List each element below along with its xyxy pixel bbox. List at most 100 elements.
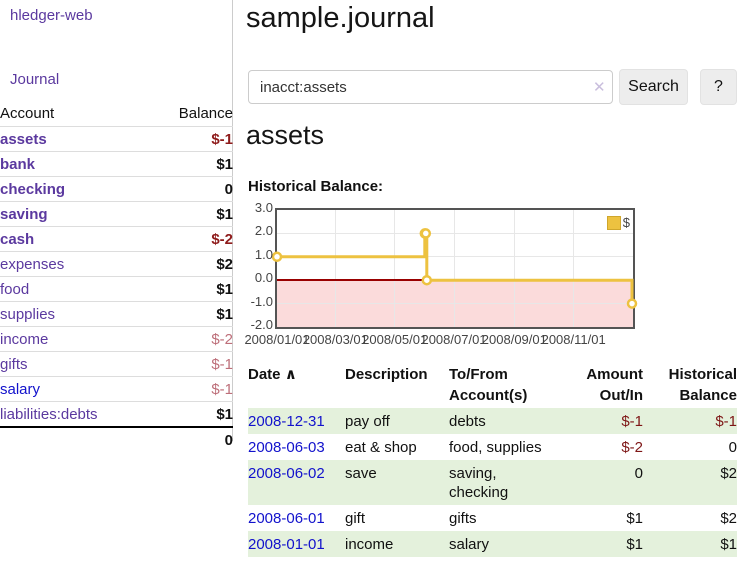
accounts-rows: assets $-1 bank $1 checking 0 saving $1 cash $-2 e… <box>0 126 233 428</box>
account-link[interactable]: expenses <box>0 255 65 273</box>
transaction-date-link[interactable]: 2008-01-01 <box>248 536 325 553</box>
account-link[interactable]: assets <box>0 130 47 148</box>
account-link[interactable]: salary <box>0 380 41 398</box>
account-link[interactable]: gifts <box>0 355 28 373</box>
x-gridline <box>513 210 515 327</box>
transaction-balance: 0 <box>728 439 737 456</box>
y-axis-tick-label: 3.0 <box>254 200 273 215</box>
account-link[interactable]: saving <box>0 205 48 223</box>
x-gridline <box>453 210 455 327</box>
chart-legend: $ <box>606 215 630 230</box>
x-gridline <box>573 210 575 327</box>
clear-search-icon[interactable]: ✕ <box>593 79 606 96</box>
x-axis-tick-label: 2008/09/01 <box>481 332 547 347</box>
account-link[interactable]: bank <box>0 155 36 173</box>
register-header-accounts: To/From Account(s) <box>449 366 528 404</box>
sidebar: hledger-web Journal Account Balance asse… <box>0 0 233 449</box>
balance-step-line <box>271 228 638 309</box>
legend-label: $ <box>622 215 630 230</box>
account-link[interactable]: liabilities:debts <box>0 405 98 423</box>
account-link[interactable]: checking <box>0 180 66 198</box>
account-balance: $2 <box>216 255 233 273</box>
account-link[interactable]: food <box>0 280 30 298</box>
transaction-date-link[interactable]: 2008-06-03 <box>248 439 325 456</box>
register-header-amount: Amount Out/In <box>586 366 643 404</box>
account-balance: $1 <box>216 205 233 223</box>
accounts-balance-table: Account Balance assets $-1 bank $1 checking 0… <box>0 101 233 452</box>
account-heading: assets <box>246 120 325 150</box>
transaction-date-link[interactable]: 2008-12-31 <box>248 413 325 430</box>
data-point-marker <box>421 274 433 286</box>
account-balance: $-1 <box>211 130 233 148</box>
register-rows: 2008-12-31 pay off debts $-1 $-1 2008-06-03 ea… <box>248 408 737 557</box>
data-point-marker <box>626 298 638 309</box>
transaction-date-link[interactable]: 2008-06-02 <box>248 465 325 482</box>
account-balance: $-2 <box>211 230 233 248</box>
table-row: 2008-06-02 save saving, checking 0 $2 <box>248 460 737 505</box>
sidebar-item-journal[interactable]: Journal <box>10 71 60 88</box>
y-gridline <box>277 303 633 305</box>
transaction-description: income <box>345 536 394 553</box>
account-row: assets $-1 <box>0 126 233 152</box>
account-balance: $1 <box>216 155 233 173</box>
sort-ascending-icon: ∧ <box>284 366 297 383</box>
account-row: salary $-1 <box>0 376 233 402</box>
x-gridline <box>394 210 396 327</box>
account-row: gifts $-1 <box>0 351 233 377</box>
register-table: Date ∧ Description To/From Account(s) Am… <box>248 362 737 557</box>
accounts-total-row: 0 <box>0 427 233 452</box>
register-header-date[interactable]: Date ∧ <box>248 362 345 408</box>
y-axis-tick-label: 1.0 <box>254 246 273 262</box>
account-balance: $1 <box>216 280 233 298</box>
account-row: income $-2 <box>0 326 233 352</box>
accounts-total-value: 0 <box>224 431 233 449</box>
transaction-accounts: saving, checking <box>449 465 509 501</box>
page-title: sample.journal <box>246 2 435 34</box>
transaction-date-link[interactable]: 2008-06-01 <box>248 510 325 527</box>
app-brand-link[interactable]: hledger-web <box>10 7 93 24</box>
x-axis-tick-label: 2008/03/01 <box>302 332 368 347</box>
transaction-description: gift <box>345 510 366 527</box>
account-row: supplies $1 <box>0 301 233 327</box>
transaction-description: eat & shop <box>345 439 417 456</box>
transaction-description: save <box>345 465 377 482</box>
table-row: 2008-01-01 income salary $1 $1 <box>248 531 737 557</box>
transaction-balance: $2 <box>720 465 737 482</box>
search-input[interactable] <box>248 70 613 104</box>
transaction-accounts: food, supplies <box>449 439 542 456</box>
help-button[interactable]: ? <box>700 69 737 105</box>
transaction-amount: $1 <box>626 536 643 553</box>
account-link[interactable]: cash <box>0 230 35 248</box>
accounts-total-spacer <box>0 427 150 452</box>
account-balance: $1 <box>216 405 233 423</box>
transaction-accounts: gifts <box>449 510 477 527</box>
x-axis-tick-label: 2008/07/01 <box>421 332 487 347</box>
chart-title: Historical Balance: <box>248 178 384 195</box>
account-row: food $1 <box>0 276 233 302</box>
transaction-accounts: debts <box>449 413 486 430</box>
legend-swatch-icon <box>606 215 621 230</box>
transaction-amount: 0 <box>634 465 643 482</box>
y-axis-tick-label: 0.0 <box>254 270 273 286</box>
account-row: bank $1 <box>0 151 233 177</box>
y-axis-tick-label: -1.0 <box>250 293 273 309</box>
account-link[interactable]: income <box>0 330 49 348</box>
register-header-row: Date ∧ Description To/From Account(s) Am… <box>248 362 737 408</box>
account-row: liabilities:debts $1 <box>0 401 233 428</box>
account-balance: $-1 <box>211 355 233 373</box>
account-balance: $1 <box>216 305 233 323</box>
data-point-marker <box>271 251 283 263</box>
y-gridline <box>277 256 633 258</box>
account-balance: $-2 <box>211 330 233 348</box>
accounts-header-balance: Balance <box>178 105 233 122</box>
search-button[interactable]: Search <box>619 69 688 105</box>
register-header-date-label: Date <box>248 366 281 383</box>
y-axis-tick-label: 2.0 <box>254 223 273 239</box>
accounts-header-account: Account <box>0 105 55 122</box>
transaction-amount: $-2 <box>621 439 643 456</box>
account-link[interactable]: supplies <box>0 305 56 323</box>
account-row: checking 0 <box>0 176 233 202</box>
x-axis-tick-label: 2008/05/01 <box>362 332 428 347</box>
table-row: 2008-06-03 eat & shop food, supplies $-2 0 <box>248 434 737 460</box>
